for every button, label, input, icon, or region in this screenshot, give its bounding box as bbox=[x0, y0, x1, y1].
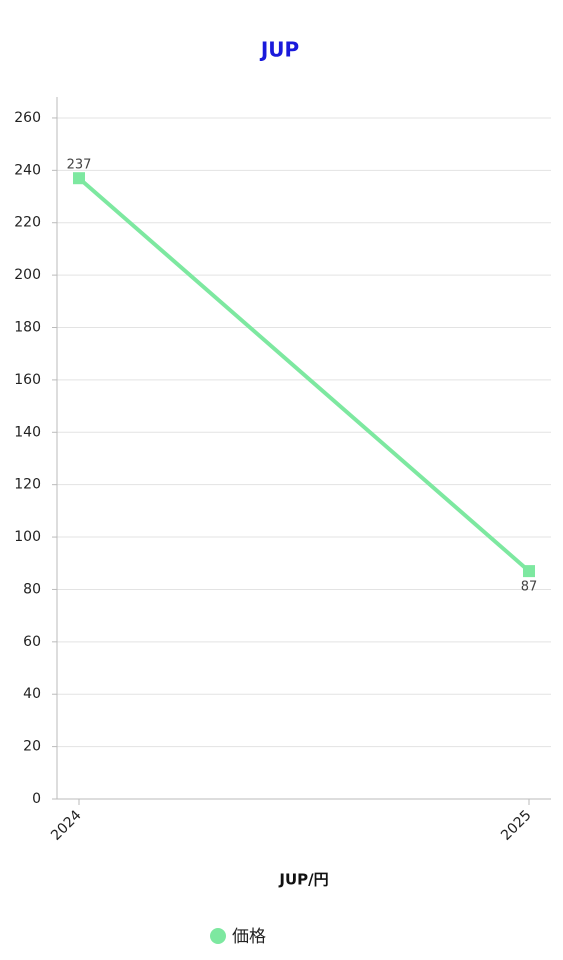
data-label: 237 bbox=[67, 158, 92, 173]
x-tick-label: 2025 bbox=[498, 807, 535, 844]
series-line bbox=[77, 176, 531, 573]
y-tick-label: 240 bbox=[14, 162, 41, 178]
x-tick-label: 2024 bbox=[48, 807, 85, 844]
data-label: 87 bbox=[521, 580, 538, 595]
legend-marker bbox=[210, 928, 226, 944]
y-tick-label: 40 bbox=[23, 686, 41, 702]
y-tick-label: 160 bbox=[14, 372, 41, 388]
chart-title: JUP bbox=[259, 38, 299, 62]
y-tick-label: 80 bbox=[23, 581, 41, 597]
y-tick-label: 100 bbox=[14, 529, 41, 545]
y-tick-label: 0 bbox=[32, 791, 41, 807]
y-tick-label: 120 bbox=[14, 477, 41, 493]
point bbox=[523, 565, 535, 578]
y-tick-label: 180 bbox=[14, 320, 41, 336]
y-tick-label: 20 bbox=[23, 739, 41, 755]
y-tick-label: 200 bbox=[14, 267, 41, 283]
y-tick-label: 60 bbox=[23, 634, 41, 650]
y-tick-label: 260 bbox=[14, 110, 41, 126]
y-tick-label: 220 bbox=[14, 215, 41, 231]
point bbox=[73, 172, 85, 185]
x-axis-label: JUP/円 bbox=[278, 871, 328, 889]
y-tick-label: 140 bbox=[14, 424, 41, 440]
legend-label: 価格 bbox=[232, 927, 266, 947]
